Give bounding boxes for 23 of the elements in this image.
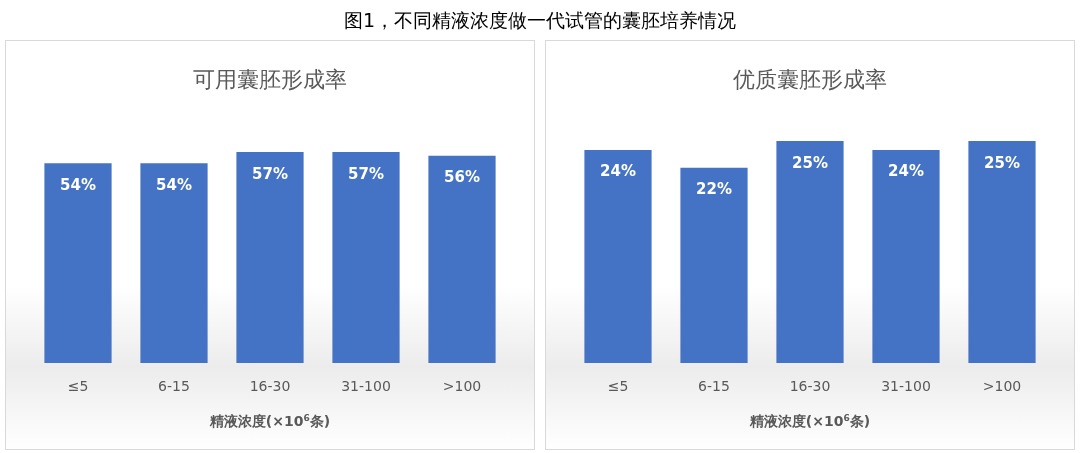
data-label: 57% <box>252 164 288 183</box>
data-label: 25% <box>984 153 1020 172</box>
x-tick-label: 6-15 <box>158 378 190 394</box>
data-label: 22% <box>696 180 732 199</box>
caption: 图1，不同精液浓度做一代试管的囊胚培养情况 <box>343 9 737 31</box>
chart-title: 可用囊胚形成率 <box>193 66 347 92</box>
x-tick-label: ≤5 <box>607 378 629 394</box>
x-tick-label: 31-100 <box>881 378 931 394</box>
data-label: 25% <box>792 153 828 172</box>
x-tick-label: >100 <box>442 378 482 394</box>
x-tick-label: 6-15 <box>698 378 730 394</box>
x-tick-label: 16-30 <box>249 378 291 394</box>
data-label: 56% <box>444 168 480 187</box>
data-label: 24% <box>600 162 636 181</box>
data-label: 54% <box>60 175 96 194</box>
data-label: 54% <box>156 175 192 194</box>
x-tick-label: >100 <box>982 378 1022 394</box>
chart-title: 优质囊胚形成率 <box>733 66 887 92</box>
x-tick-label: ≤5 <box>67 378 89 394</box>
x-tick-label: 31-100 <box>341 378 391 394</box>
x-tick-label: 16-30 <box>789 378 831 394</box>
data-label: 57% <box>348 164 384 183</box>
data-label: 24% <box>888 162 924 181</box>
